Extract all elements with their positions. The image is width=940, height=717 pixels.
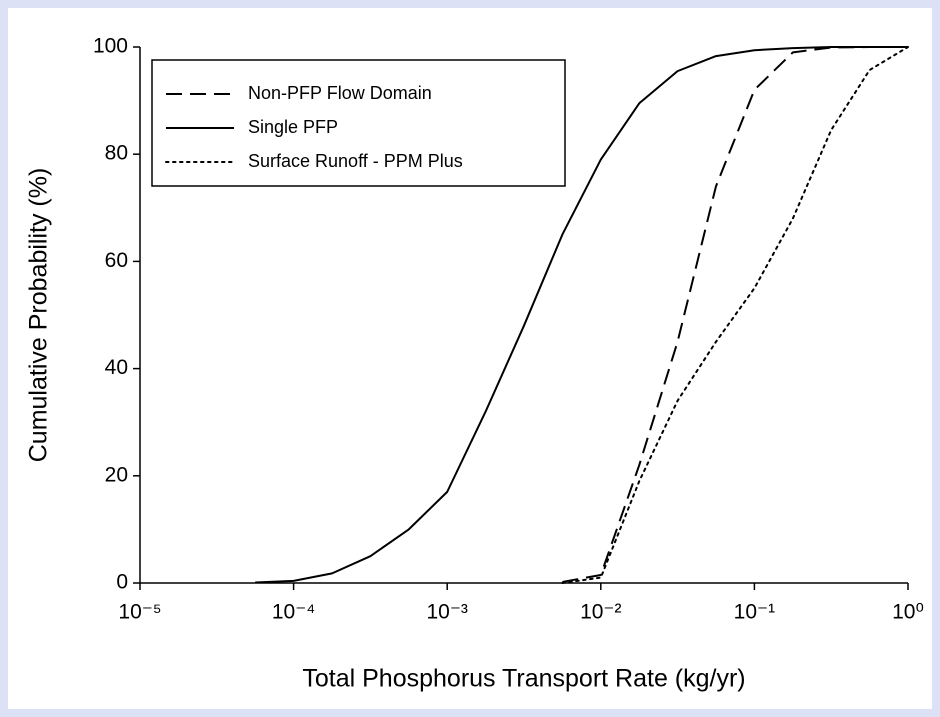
legend-box	[151, 59, 566, 187]
x-axis-label: Total Phosphorus Transport Rate (kg/yr)	[302, 665, 745, 693]
x-tick-label: 10⁻³	[426, 601, 467, 624]
series-line	[561, 46, 909, 584]
x-tick-label: 10⁻⁴	[272, 601, 315, 624]
series-line	[255, 46, 908, 584]
x-tick-label: 10⁻²	[580, 601, 621, 624]
legend-label: Surface Runoff - PPM Plus	[248, 151, 463, 171]
y-tick-label: 40	[105, 356, 128, 379]
x-tick-label: 10⁻⁵	[118, 601, 161, 624]
x-tick-label: 10⁰	[892, 601, 924, 624]
y-tick-label: 100	[93, 35, 128, 58]
legend-label: Single PFP	[248, 117, 338, 137]
legend-label: Non-PFP Flow Domain	[248, 83, 432, 103]
y-tick-label: 80	[105, 142, 128, 165]
y-tick-label: 60	[105, 249, 128, 272]
y-tick-label: 20	[105, 463, 128, 486]
y-tick-label: 0	[116, 571, 128, 594]
y-axis-label: Cumulative Probability (%)	[25, 168, 53, 463]
x-tick-label: 10⁻¹	[734, 601, 775, 624]
